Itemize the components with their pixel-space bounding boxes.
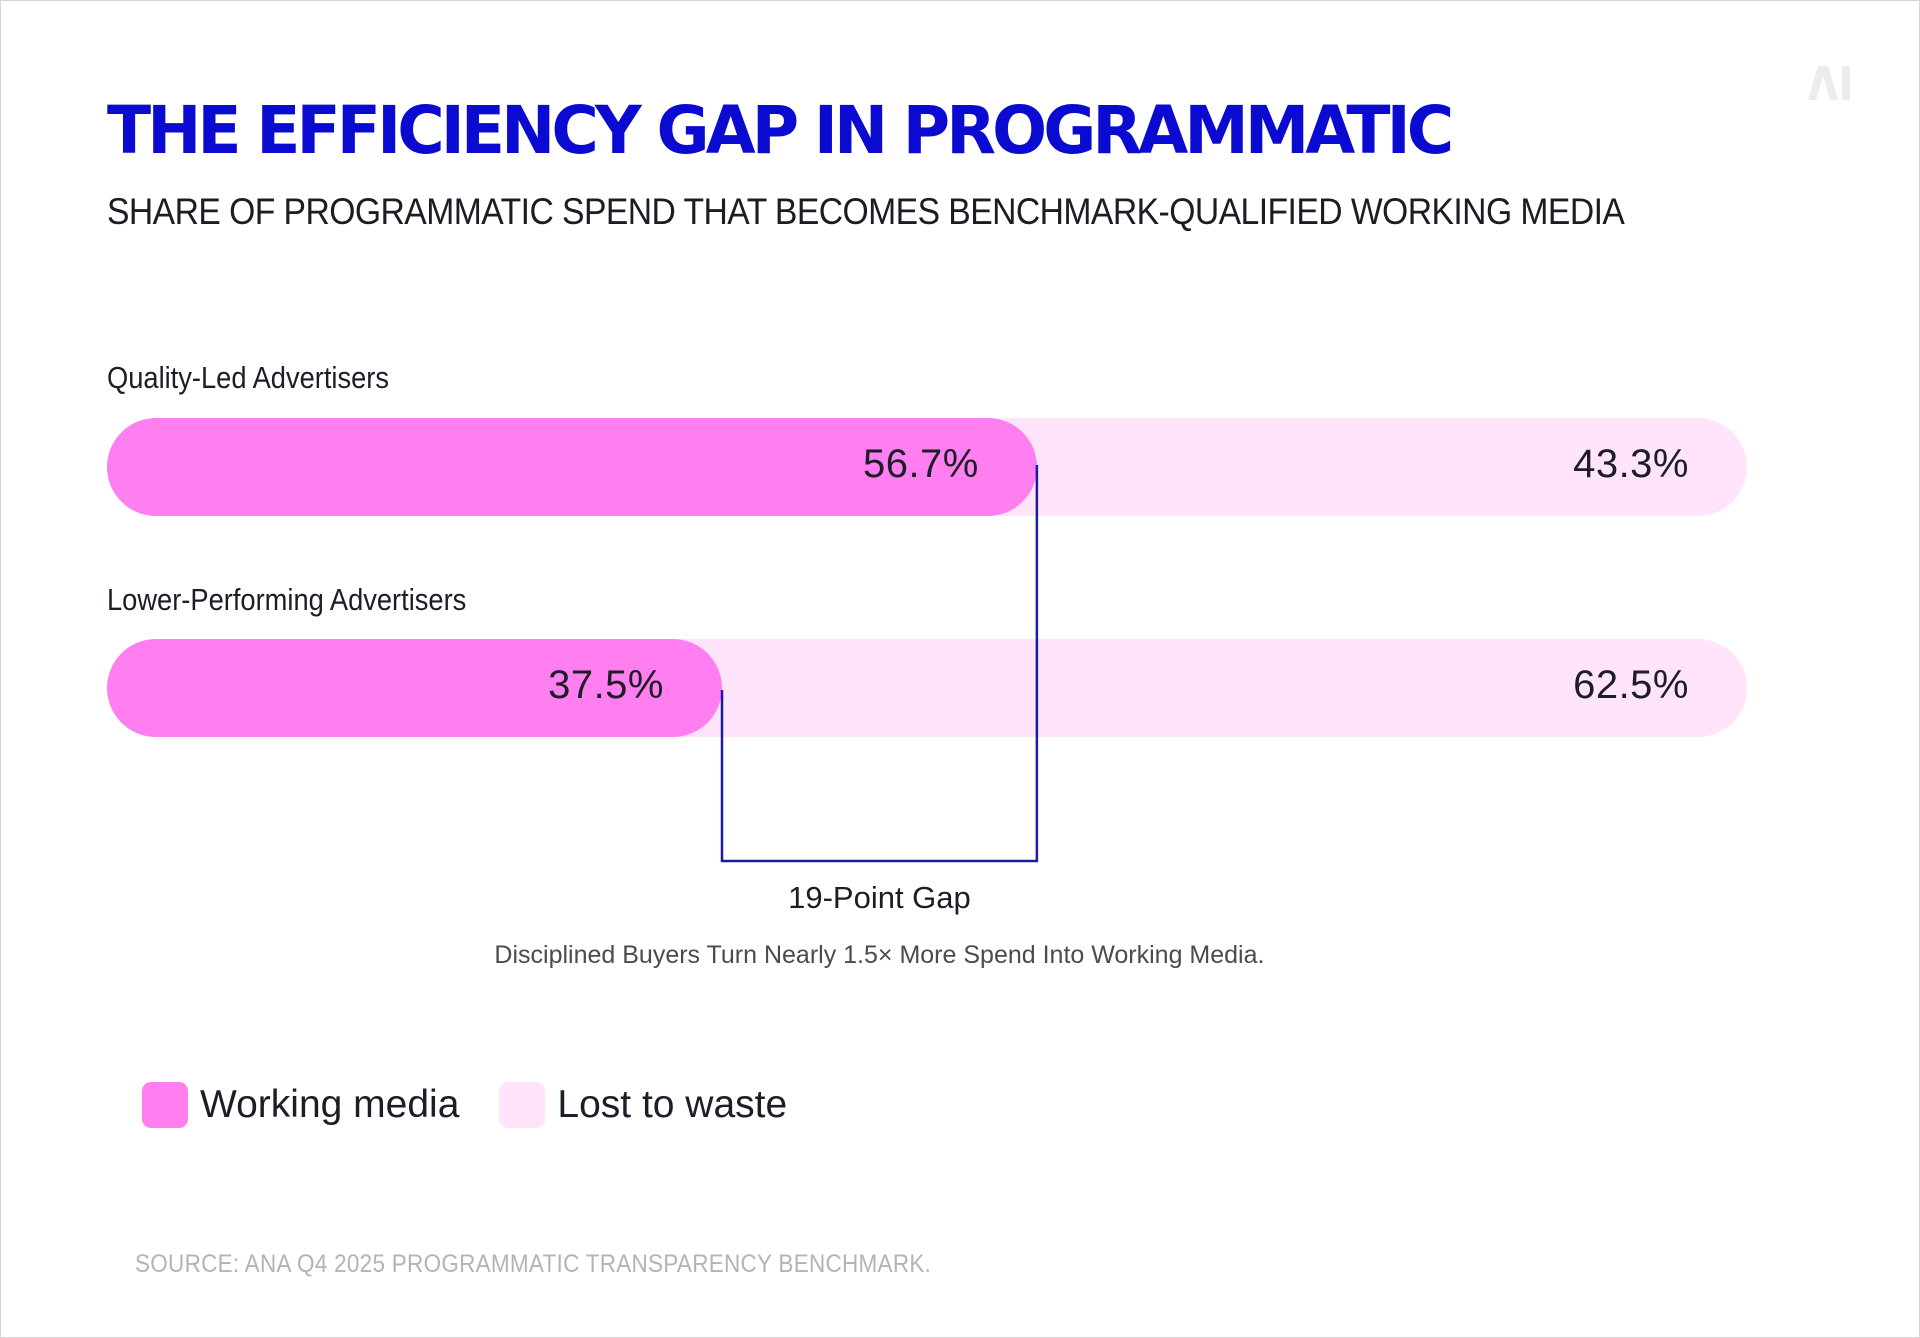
source-note: SOURCE: ANA Q4 2025 PROGRAMMATIC TRANSPA… [135,1250,932,1278]
legend-swatch-lost-to-waste [499,1082,546,1128]
value-label-waste-lower-performing: 62.5% [1573,663,1689,707]
legend-item-working-media: Working media [142,1082,459,1128]
row-label-quality-led: Quality-Led Advertisers [107,360,390,395]
bar-working-lower-performing [107,639,722,737]
gap-annotation-note: Disciplined Buyers Turn Nearly 1.5× More… [494,941,1265,969]
row-label-lower-performing: Lower-Performing Advertisers [107,582,467,617]
chart-title: THE EFFICIENCY GAP IN PROGRAMMATIC [107,92,1454,169]
legend-label-working-media: Working media [200,1083,460,1126]
value-label-waste-quality-led: 43.3% [1573,442,1689,486]
legend-swatch-working-media [142,1082,188,1128]
legend-label-lost-to-waste: Lost to waste [557,1083,788,1126]
legend: Working media Lost to waste [142,1082,827,1128]
value-label-working-quality-led: 56.7% [862,442,979,486]
bar-row-quality-led: 56.7% 43.3% [107,418,1747,516]
chart-subtitle: SHARE OF PROGRAMMATIC SPEND THAT BECOMES… [107,191,1625,232]
gap-annotation-label: 19-Point Gap [788,880,971,915]
value-label-working-lower-performing: 37.5% [548,663,664,707]
legend-item-lost-to-waste: Lost to waste [499,1082,787,1128]
ai-logo [1808,66,1850,100]
bar-row-lower-performing: 37.5% 62.5% [107,639,1747,737]
